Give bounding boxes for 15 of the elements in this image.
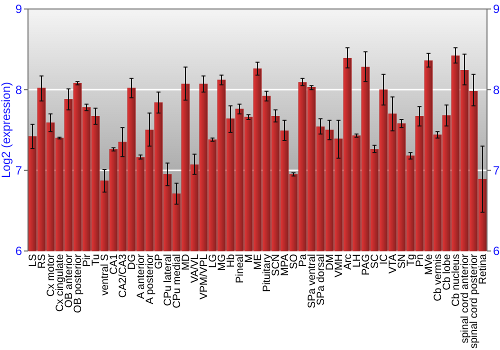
x-tick-label: MVe [423,254,436,276]
x-tick-label: RS [36,254,48,269]
y2-tick-label: 7 [493,164,500,178]
y-tick-label: 9 [15,2,22,16]
x-tick-label: DG [126,254,138,270]
x-tick-label: A posterior [144,254,156,304]
x-tick-label: Tg [405,254,418,266]
y2-tick-label: 8 [493,82,500,97]
y-tick-label: 6 [15,244,22,258]
y2-tick-label: 6 [493,244,500,258]
y-tick-label: 7 [15,164,22,178]
y-tick-label: 8 [15,82,22,97]
y-axis-title: Log2 (expression) [0,82,13,178]
y2-tick-label: 9 [493,2,500,16]
x-tick-label: OB posterior [72,254,84,313]
